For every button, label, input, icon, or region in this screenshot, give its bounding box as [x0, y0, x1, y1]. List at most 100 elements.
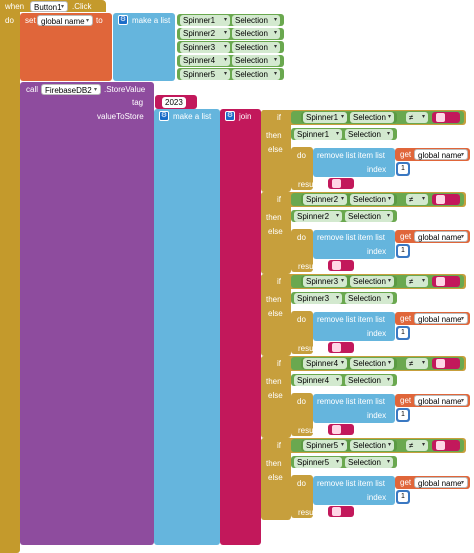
spinner-component-dropdown[interactable]: Spinner2 ▾: [294, 210, 342, 222]
empty-text-block[interactable]: [432, 112, 460, 123]
chevron-down-icon: ▾: [421, 360, 425, 366]
empty-text-block[interactable]: [328, 506, 354, 517]
spinner-component-dropdown[interactable]: Spinner4 ▾: [180, 55, 230, 66]
spinner-component-dropdown[interactable]: Spinner2 ▾: [303, 194, 347, 205]
index-value[interactable]: 1: [398, 328, 408, 338]
spinner-property-dropdown[interactable]: Selection ▾: [350, 440, 394, 451]
spinner-property-dropdown[interactable]: Selection ▾: [232, 14, 280, 26]
remove-list-item-block[interactable]: [313, 476, 395, 505]
spinner-selection-block[interactable]: [301, 440, 397, 451]
gear-icon[interactable]: ⚙: [118, 15, 128, 25]
chevron-down-icon: ▾: [273, 16, 277, 23]
do-result-block[interactable]: [291, 475, 313, 518]
index-label: index: [367, 329, 387, 338]
compare-operator-dropdown[interactable]: ≠ ▾: [406, 194, 428, 205]
compare-operator-dropdown[interactable]: ≠ ▾: [406, 112, 428, 123]
spinner-property-dropdown[interactable]: Selection ▾: [345, 374, 393, 386]
spinner-selection-block[interactable]: [301, 358, 397, 369]
spinner-selection-block[interactable]: [301, 194, 397, 205]
spinner-property-dropdown[interactable]: Selection ▾: [350, 358, 394, 369]
make-list-label: make a list: [132, 16, 171, 25]
spinner-component-dropdown[interactable]: Spinner5 ▾: [294, 456, 342, 468]
chevron-down-icon: ▾: [421, 278, 425, 284]
if-label: if: [277, 113, 281, 122]
spinner-selection-block[interactable]: [301, 112, 397, 123]
chevron-down-icon: ▾: [387, 442, 391, 448]
remove-list-item-block[interactable]: [313, 230, 395, 259]
spinner-property-dropdown[interactable]: Selection ▾: [232, 68, 280, 80]
firebase-component-dropdown[interactable]: FirebaseDB2 ▾: [41, 84, 101, 95]
get-variable-dropdown[interactable]: global name ▾: [414, 149, 468, 160]
spinner-component-dropdown[interactable]: Spinner4 ▾: [303, 358, 347, 369]
index-value[interactable]: 1: [398, 492, 408, 502]
gear-icon[interactable]: ⚙: [225, 111, 235, 121]
spinner-component-dropdown[interactable]: Spinner1 ▾: [180, 14, 230, 26]
outer-make-list-block[interactable]: [154, 109, 220, 545]
firebase-store-block[interactable]: [20, 82, 154, 545]
index-value[interactable]: 1: [398, 164, 408, 174]
spinner-property-dropdown[interactable]: Selection ▾: [345, 210, 393, 222]
remove-list-item-block[interactable]: [313, 394, 395, 423]
set-variable-dropdown[interactable]: global name ▾: [37, 15, 93, 26]
gear-icon[interactable]: ⚙: [159, 111, 169, 121]
do-result-block[interactable]: [291, 393, 313, 436]
chevron-down-icon: ▾: [460, 480, 464, 486]
empty-text-block[interactable]: [328, 178, 354, 189]
event-block[interactable]: [0, 0, 20, 553]
get-variable-dropdown[interactable]: global name ▾: [414, 231, 468, 242]
result-label: result: [298, 426, 318, 435]
spinner-property-dropdown[interactable]: Selection ▾: [350, 112, 394, 123]
index-value[interactable]: 1: [398, 246, 408, 256]
tag-value-field[interactable]: 2023: [162, 97, 186, 108]
index-value[interactable]: 1: [398, 410, 408, 420]
if-label: if: [277, 359, 281, 368]
get-variable-dropdown[interactable]: global name ▾: [414, 313, 468, 324]
spinner-selection-block[interactable]: [301, 276, 397, 287]
spinner-component-dropdown[interactable]: Spinner5 ▾: [180, 68, 230, 80]
spinner-property-dropdown[interactable]: Selection ▾: [345, 292, 393, 304]
empty-text-block[interactable]: [432, 358, 460, 369]
spinner-component-dropdown[interactable]: Spinner3 ▾: [180, 41, 230, 53]
spinner-component-dropdown[interactable]: Spinner1 ▾: [294, 128, 342, 140]
event-component-dropdown[interactable]: Button1 ▾: [30, 1, 68, 12]
spinner-property-dropdown[interactable]: Selection ▾: [345, 128, 393, 140]
spinner-component-dropdown[interactable]: Spinner5 ▾: [303, 440, 347, 451]
else-label: else: [268, 391, 283, 400]
spinner-component-dropdown[interactable]: Spinner2 ▾: [180, 28, 230, 39]
empty-text-block[interactable]: [432, 194, 460, 205]
empty-text-block[interactable]: [328, 342, 354, 353]
chevron-down-icon: ▾: [335, 212, 339, 219]
chevron-down-icon: ▾: [93, 87, 97, 93]
spinner-property-dropdown[interactable]: Selection ▾: [345, 456, 393, 468]
chevron-down-icon: ▾: [386, 212, 390, 219]
join-block[interactable]: [220, 109, 261, 545]
spinner-component-dropdown[interactable]: Spinner1 ▾: [303, 112, 347, 123]
spinner-property-dropdown[interactable]: Selection ▾: [232, 55, 280, 66]
empty-text-block[interactable]: [328, 260, 354, 271]
spinner-component-dropdown[interactable]: Spinner3 ▾: [294, 292, 342, 304]
spinner-property-dropdown[interactable]: Selection ▾: [350, 194, 394, 205]
do-result-block[interactable]: [291, 229, 313, 272]
result-label: result: [298, 508, 318, 517]
empty-text-block[interactable]: [432, 440, 460, 451]
remove-list-item-block[interactable]: [313, 148, 395, 177]
else-label: else: [268, 145, 283, 154]
index-label: index: [367, 247, 387, 256]
value-to-store-label: valueToStore: [97, 112, 144, 121]
spinner-property-dropdown[interactable]: Selection ▾: [232, 41, 280, 53]
spinner-property-dropdown[interactable]: Selection ▾: [350, 276, 394, 287]
spinner-component-dropdown[interactable]: Spinner3 ▾: [303, 276, 347, 287]
spinner-property-dropdown[interactable]: Selection ▾: [232, 28, 280, 39]
get-variable-dropdown[interactable]: global name ▾: [414, 395, 468, 406]
spinner-component-dropdown[interactable]: Spinner4 ▾: [294, 374, 342, 386]
do-result-block[interactable]: [291, 147, 313, 190]
remove-list-item-block[interactable]: [313, 312, 395, 341]
get-variable-dropdown[interactable]: global name ▾: [414, 477, 468, 488]
do-result-block[interactable]: [291, 311, 313, 354]
compare-operator-dropdown[interactable]: ≠ ▾: [406, 276, 428, 287]
empty-text-block[interactable]: [432, 276, 460, 287]
if-label: if: [277, 441, 281, 450]
empty-text-block[interactable]: [328, 424, 354, 435]
compare-operator-dropdown[interactable]: ≠ ▾: [406, 358, 428, 369]
compare-operator-dropdown[interactable]: ≠ ▾: [406, 440, 428, 451]
